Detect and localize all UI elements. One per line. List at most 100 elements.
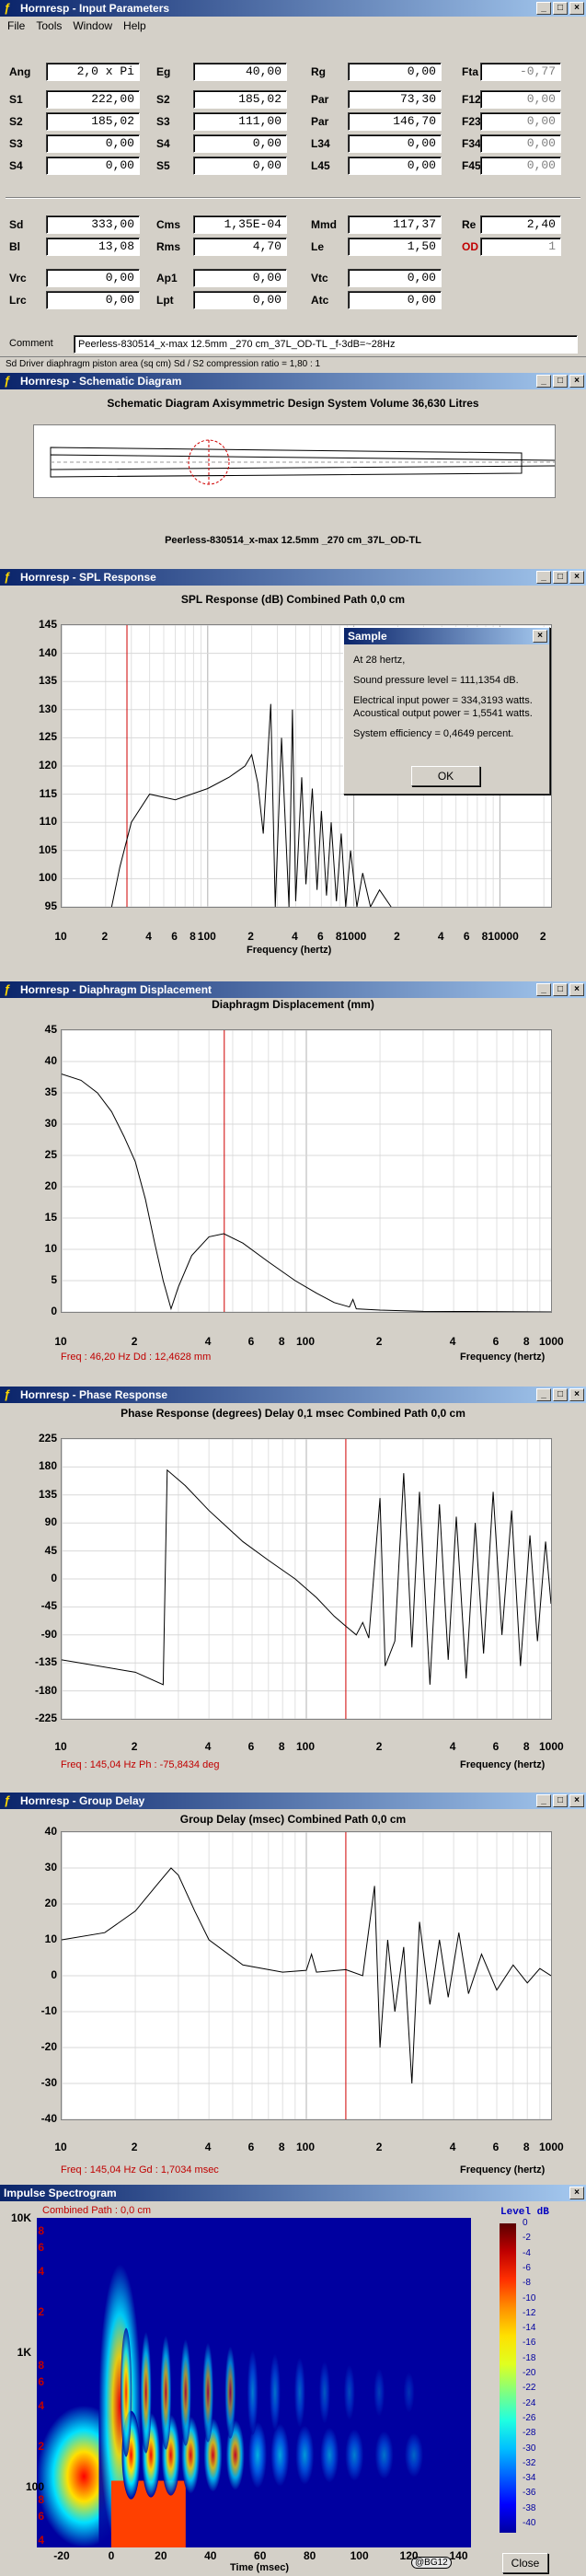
spectro-y-tick: 2 [38, 2439, 44, 2453]
maximize-button[interactable]: □ [553, 571, 568, 584]
param-field-vtc[interactable]: 0,00 [348, 269, 442, 287]
menu-file[interactable]: File [7, 19, 26, 32]
close-button[interactable]: × [569, 2, 584, 15]
title-bar: Impulse Spectrogram × [0, 2185, 586, 2201]
scale-tick: -12 [523, 2307, 536, 2318]
close-dialog-button[interactable]: Close [502, 2553, 548, 2573]
dialog-close-button[interactable]: × [533, 630, 547, 643]
param-field-s4[interactable]: 0,00 [193, 134, 287, 153]
spectro-y-tick: 6 [38, 2375, 44, 2389]
param-field-s5[interactable]: 0,00 [193, 157, 287, 175]
gd-plot[interactable] [61, 1831, 552, 2120]
x-tick-label: 100 [295, 1335, 316, 1348]
scale-tick: -4 [523, 2247, 531, 2258]
hornresp-icon: ƒ [4, 1793, 11, 1807]
menu-help[interactable]: Help [123, 19, 146, 32]
spectro-x-tick: 20 [155, 2549, 167, 2562]
param-field-s2[interactable]: 185,02 [46, 112, 140, 131]
minimize-button[interactable]: _ [536, 1794, 551, 1807]
window-title: Hornresp - Input Parameters [20, 2, 170, 15]
maximize-button[interactable]: □ [553, 983, 568, 996]
spectro-y-tick: 4 [38, 2398, 44, 2412]
spectrogram-canvas[interactable] [37, 2218, 471, 2547]
maximize-button[interactable]: □ [553, 375, 568, 388]
hornresp-icon: ƒ [4, 1, 11, 15]
status-bar: Sd Driver diaphragm piston area (sq cm) … [0, 356, 586, 371]
close-button[interactable]: × [569, 983, 584, 996]
scale-tick: -38 [523, 2502, 536, 2513]
maximize-button[interactable]: □ [553, 1794, 568, 1807]
x-tick-label: 2 [375, 1335, 383, 1348]
param-field-eg[interactable]: 40,00 [193, 63, 287, 81]
scale-tick: -26 [523, 2412, 536, 2423]
spectro-y-tick: 8 [38, 2224, 44, 2238]
param-field-s1[interactable]: 222,00 [46, 90, 140, 109]
param-field-par[interactable]: 73,30 [348, 90, 442, 109]
x-tick-label: 2 [247, 930, 254, 943]
param-field-lpt[interactable]: 0,00 [193, 291, 287, 309]
param-field-f34[interactable]: 0,00 [480, 134, 561, 153]
minimize-button[interactable]: _ [536, 983, 551, 996]
minimize-button[interactable]: _ [536, 1388, 551, 1401]
disp-plot[interactable] [61, 1029, 552, 1313]
param-field-mmd[interactable]: 117,37 [348, 215, 442, 234]
close-button[interactable]: × [569, 1388, 584, 1401]
spectro-x-tick: -20 [53, 2549, 70, 2562]
close-button[interactable]: × [569, 2187, 584, 2199]
param-field-par[interactable]: 146,70 [348, 112, 442, 131]
scale-tick: -20 [523, 2368, 536, 2378]
minimize-button[interactable]: _ [536, 571, 551, 584]
spl-x-label: Frequency (hertz) [247, 945, 332, 956]
y-tick-label: 30 [44, 1861, 57, 1874]
phase-plot[interactable] [61, 1438, 552, 1720]
param-field-cms[interactable]: 1,35E-04 [193, 215, 287, 234]
param-field-fta[interactable]: -0,77 [480, 63, 561, 81]
param-field-l45[interactable]: 0,00 [348, 157, 442, 175]
x-tick-label: 6 [463, 930, 470, 943]
param-field-le[interactable]: 1,50 [348, 238, 442, 256]
param-field-rms[interactable]: 4,70 [193, 238, 287, 256]
y-tick-label: -225 [34, 1712, 57, 1724]
close-button[interactable]: × [569, 375, 584, 388]
param-field-lrc[interactable]: 0,00 [46, 291, 140, 309]
param-label-f23: F23 [462, 115, 481, 128]
minimize-button[interactable]: _ [536, 375, 551, 388]
hornresp-icon: ƒ [4, 570, 11, 584]
param-field-re[interactable]: 2,40 [480, 215, 561, 234]
x-tick-label: 6 [317, 930, 324, 943]
scale-tick: 0 [523, 2218, 528, 2228]
spectro-y-tick: 6 [38, 2241, 44, 2255]
close-button[interactable]: × [569, 571, 584, 584]
param-field-s2[interactable]: 185,02 [193, 90, 287, 109]
scale-tick: -18 [523, 2352, 536, 2363]
ok-button[interactable]: OK [411, 766, 480, 786]
param-field-f45[interactable]: 0,00 [480, 157, 561, 175]
param-field-vrc[interactable]: 0,00 [46, 269, 140, 287]
menu-window[interactable]: Window [73, 19, 113, 32]
param-field-f23[interactable]: 0,00 [480, 112, 561, 131]
phase-window: ƒ Hornresp - Phase Response _ □ × Phase Res… [0, 1387, 586, 1793]
dialog-line: Electrical input power = 334,3193 watts. [353, 695, 533, 706]
maximize-button[interactable]: □ [553, 1388, 568, 1401]
minimize-button[interactable]: _ [536, 2, 551, 15]
param-field-s3[interactable]: 0,00 [46, 134, 140, 153]
param-field-f12[interactable]: 0,00 [480, 90, 561, 109]
spectro-x-tick: 40 [204, 2549, 217, 2562]
spectro-mark [343, 2364, 355, 2420]
param-field-rg[interactable]: 0,00 [348, 63, 442, 81]
param-field-ap1[interactable]: 0,00 [193, 269, 287, 287]
param-field-s4[interactable]: 0,00 [46, 157, 140, 175]
comment-field[interactable]: Peerless-830514_x-max 12.5mm _270 cm_37L… [74, 335, 578, 354]
param-field-bl[interactable]: 13,08 [46, 238, 140, 256]
param-field-sd[interactable]: 333,00 [46, 215, 140, 234]
param-field-l34[interactable]: 0,00 [348, 134, 442, 153]
maximize-button[interactable]: □ [553, 2, 568, 15]
menu-tools[interactable]: Tools [36, 19, 63, 32]
y-tick-label: 130 [38, 702, 57, 715]
param-field-ang[interactable]: 2,0 x Pi [46, 63, 140, 81]
param-field-atc[interactable]: 0,00 [348, 291, 442, 309]
param-field-s3[interactable]: 111,00 [193, 112, 287, 131]
close-button[interactable]: × [569, 1794, 584, 1807]
param-field-od[interactable]: 1 [480, 238, 561, 256]
spectro-subtitle: Combined Path : 0,0 cm [42, 2205, 152, 2216]
